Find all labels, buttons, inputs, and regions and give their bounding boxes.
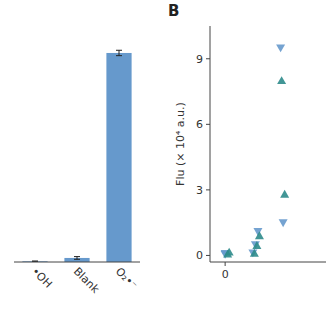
y-axis: [210, 26, 211, 262]
marks: [221, 44, 290, 258]
marks: [22, 50, 131, 262]
x-axis: [210, 262, 326, 263]
error-cap: [74, 256, 80, 257]
error-bar: [116, 50, 122, 55]
x-axis: [14, 262, 140, 263]
point: [280, 190, 289, 198]
point: [252, 241, 261, 249]
title: B: [168, 2, 179, 20]
error-cap: [116, 50, 122, 51]
x-tick-label: •OH: [29, 265, 55, 291]
point: [277, 76, 286, 84]
y-tick-label: 9: [196, 53, 203, 66]
y-tick-label: 0: [196, 249, 203, 262]
point: [225, 248, 234, 256]
point: [255, 231, 264, 239]
y-tick-label: 6: [196, 118, 203, 131]
error-cap: [116, 55, 122, 56]
error-cap: [32, 260, 38, 261]
point: [279, 219, 288, 227]
chart-root: •OH Blank O₂•⁻ B 0 3 6 9 0 Flu (× 10⁴ a.u.): [0, 0, 336, 336]
y-axis-label: Flu (× 10⁴ a.u.): [174, 102, 187, 186]
y-tick: [206, 124, 210, 125]
y-tick-label: 3: [196, 184, 203, 197]
error-bar: [74, 257, 80, 260]
y-tick: [206, 255, 210, 256]
y-tick: [206, 58, 210, 59]
x-tick-label: Blank: [71, 265, 102, 296]
x-tick: [225, 262, 226, 266]
panel: •OH Blank O₂•⁻: [14, 50, 140, 296]
error-line: [119, 50, 120, 55]
error-cap: [74, 259, 80, 260]
point: [250, 249, 259, 257]
bar: [106, 53, 131, 262]
point: [276, 44, 285, 52]
x-tick-label: O₂•⁻: [113, 265, 140, 292]
y-tick: [206, 189, 210, 190]
panel: B 0 3 6 9 0 Flu (× 10⁴ a.u.): [168, 2, 326, 281]
x-tick-label: 0: [222, 268, 229, 281]
